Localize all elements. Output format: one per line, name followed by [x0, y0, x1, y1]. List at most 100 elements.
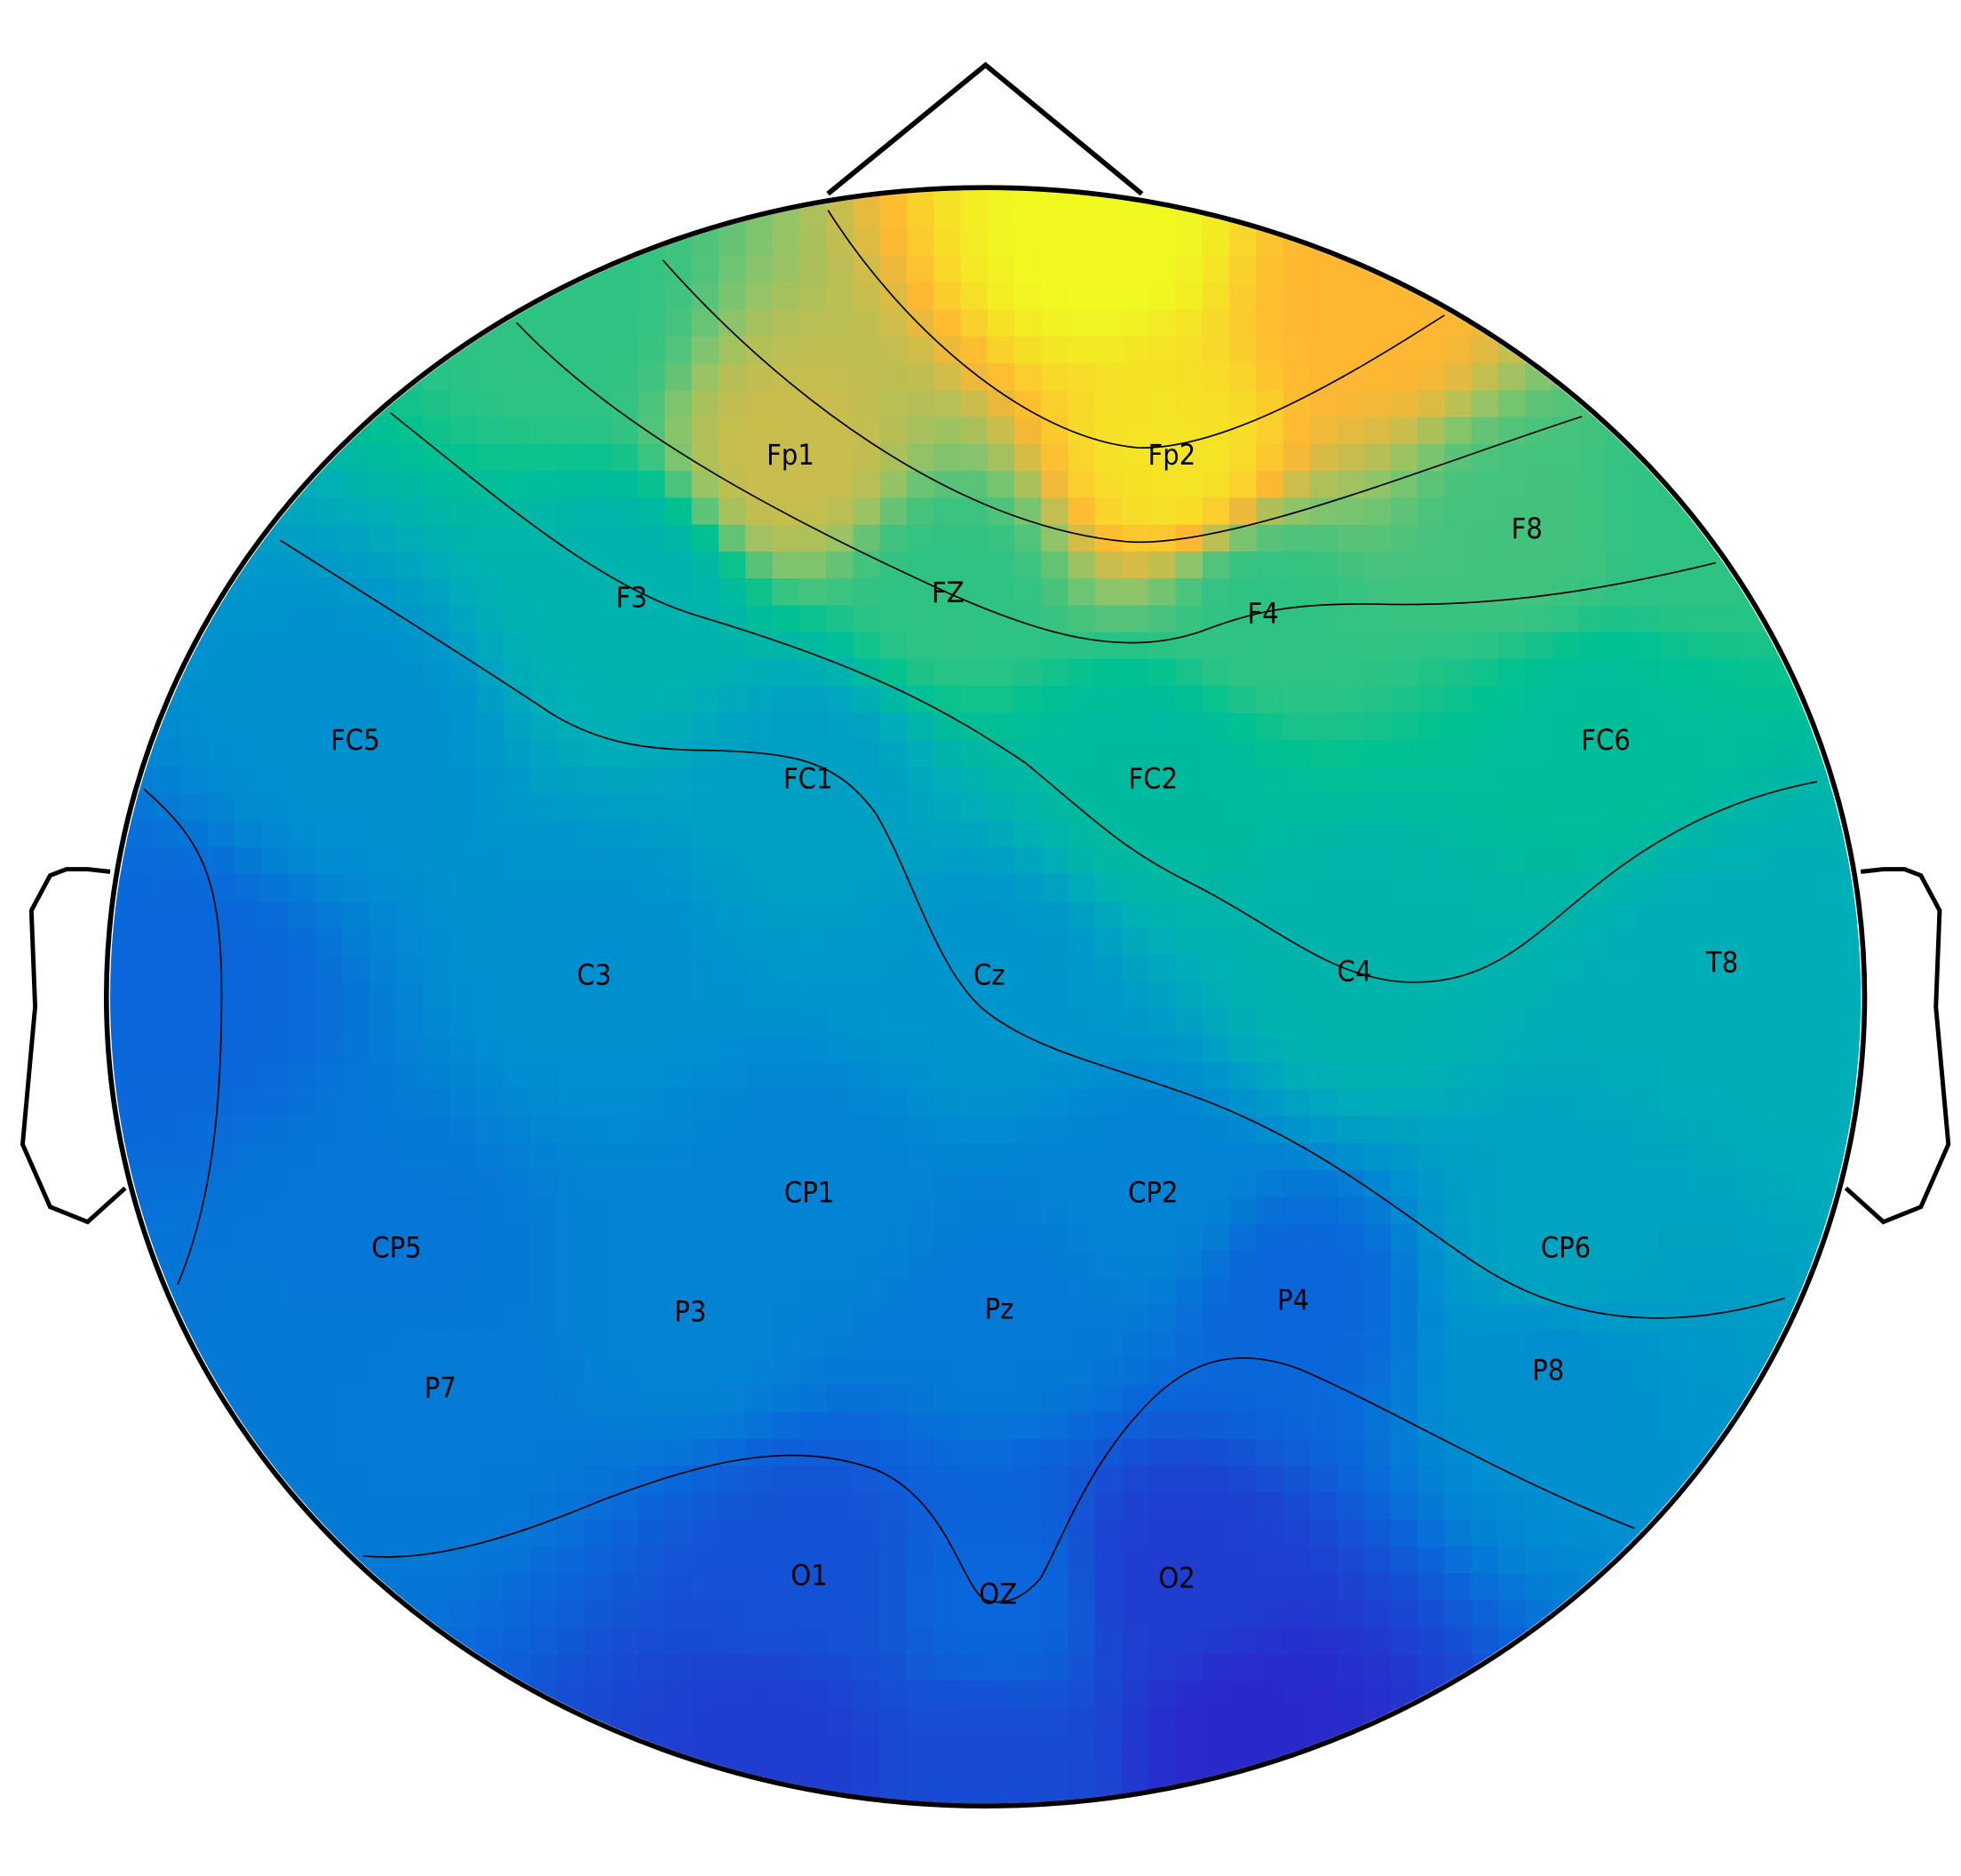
field-cell [745, 632, 774, 660]
field-cell [530, 190, 559, 203]
field-cell [826, 632, 854, 660]
field-cell [1686, 443, 1714, 472]
field-cell [1014, 874, 1043, 902]
electrode-label-oz: OZ [979, 1578, 1017, 1611]
field-cell [1525, 1761, 1553, 1790]
field-cell [1497, 1196, 1527, 1225]
field-cell [745, 605, 774, 633]
field-cell [180, 1466, 209, 1494]
field-cell [449, 363, 478, 392]
field-cell [960, 1385, 988, 1413]
field-cell [826, 1466, 854, 1494]
field-cell [1632, 363, 1661, 392]
field-cell [1552, 1438, 1580, 1467]
field-cell [1821, 309, 1849, 338]
field-cell [395, 1385, 424, 1413]
field-cell [933, 712, 962, 741]
field-cell [906, 524, 935, 552]
field-cell [719, 1358, 747, 1387]
field-cell [1122, 927, 1150, 956]
field-cell [1041, 1008, 1069, 1037]
field-cell [1202, 686, 1231, 714]
field-cell [530, 497, 559, 526]
field-cell [1552, 1734, 1580, 1763]
field-cell [638, 1331, 666, 1359]
field-cell [261, 1681, 290, 1709]
field-cell [369, 1170, 397, 1198]
field-cell [342, 1761, 370, 1790]
field-cell [1094, 686, 1123, 714]
field-cell [449, 1466, 478, 1494]
field-cell [234, 497, 263, 526]
field-cell [1282, 1654, 1311, 1682]
field-cell [1175, 1438, 1203, 1467]
field-cell [395, 1062, 424, 1091]
field-cell [691, 901, 719, 929]
field-cell [1552, 1116, 1580, 1144]
field-cell [584, 1331, 612, 1359]
field-cell [987, 1251, 1015, 1279]
field-cell [1847, 1411, 1862, 1440]
field-cell [1875, 1681, 1902, 1708]
field-cell [1793, 1062, 1822, 1091]
field-cell [1095, 1816, 1123, 1843]
field-cell [1041, 202, 1069, 230]
field-cell [1014, 1438, 1043, 1467]
field-cell [234, 1788, 263, 1804]
field-cell [1497, 1654, 1527, 1682]
field-cell [1363, 551, 1392, 580]
field-cell [610, 524, 639, 552]
field-cell [288, 202, 316, 230]
field-cell [906, 1573, 935, 1602]
field-cell [1686, 955, 1714, 983]
field-cell [987, 417, 1015, 445]
field-cell [691, 1196, 719, 1225]
field-cell [1337, 927, 1365, 956]
field-cell [960, 1035, 988, 1063]
field-cell [1552, 1062, 1580, 1091]
field-cell [1390, 1654, 1418, 1682]
field-cell [314, 739, 344, 767]
field-cell [180, 282, 209, 311]
field-cell [853, 282, 881, 311]
field-cell [1766, 1734, 1795, 1763]
field-cell [557, 1654, 585, 1682]
field-cell [1202, 551, 1231, 580]
field-cell [1606, 1196, 1634, 1225]
field-cell [314, 1788, 344, 1804]
field-cell [476, 1466, 504, 1494]
field-cell [557, 712, 585, 741]
field-cell [1847, 820, 1862, 848]
field-cell [1471, 524, 1499, 552]
field-cell [1363, 1761, 1392, 1790]
field-cell [207, 1089, 235, 1117]
field-cell [610, 820, 639, 848]
field-cell [395, 228, 424, 257]
field-cell [1068, 336, 1096, 364]
field-cell [853, 363, 881, 392]
field-cell [1282, 767, 1311, 795]
field-cell [1525, 767, 1553, 795]
field-cell [1497, 1277, 1527, 1306]
field-cell [423, 1707, 451, 1736]
field-cell [314, 417, 344, 445]
field-cell [1148, 1466, 1177, 1494]
field-cell [1659, 578, 1687, 607]
field-cell [1444, 497, 1473, 526]
field-cell [879, 1654, 908, 1682]
field-cell [557, 1816, 584, 1843]
field-cell [610, 874, 639, 902]
field-cell [449, 417, 478, 445]
field-cell [745, 1654, 774, 1682]
field-cell [557, 1411, 585, 1440]
field-cell [557, 1062, 585, 1091]
field-cell [1175, 282, 1203, 311]
field-cell [476, 1573, 504, 1602]
field-cell [1310, 1681, 1338, 1709]
field-cell [1847, 874, 1862, 902]
field-cell [234, 1761, 263, 1790]
field-cell [261, 1761, 290, 1790]
field-cell [1417, 820, 1446, 848]
field-cell [1175, 1304, 1203, 1332]
field-cell [1525, 820, 1553, 848]
